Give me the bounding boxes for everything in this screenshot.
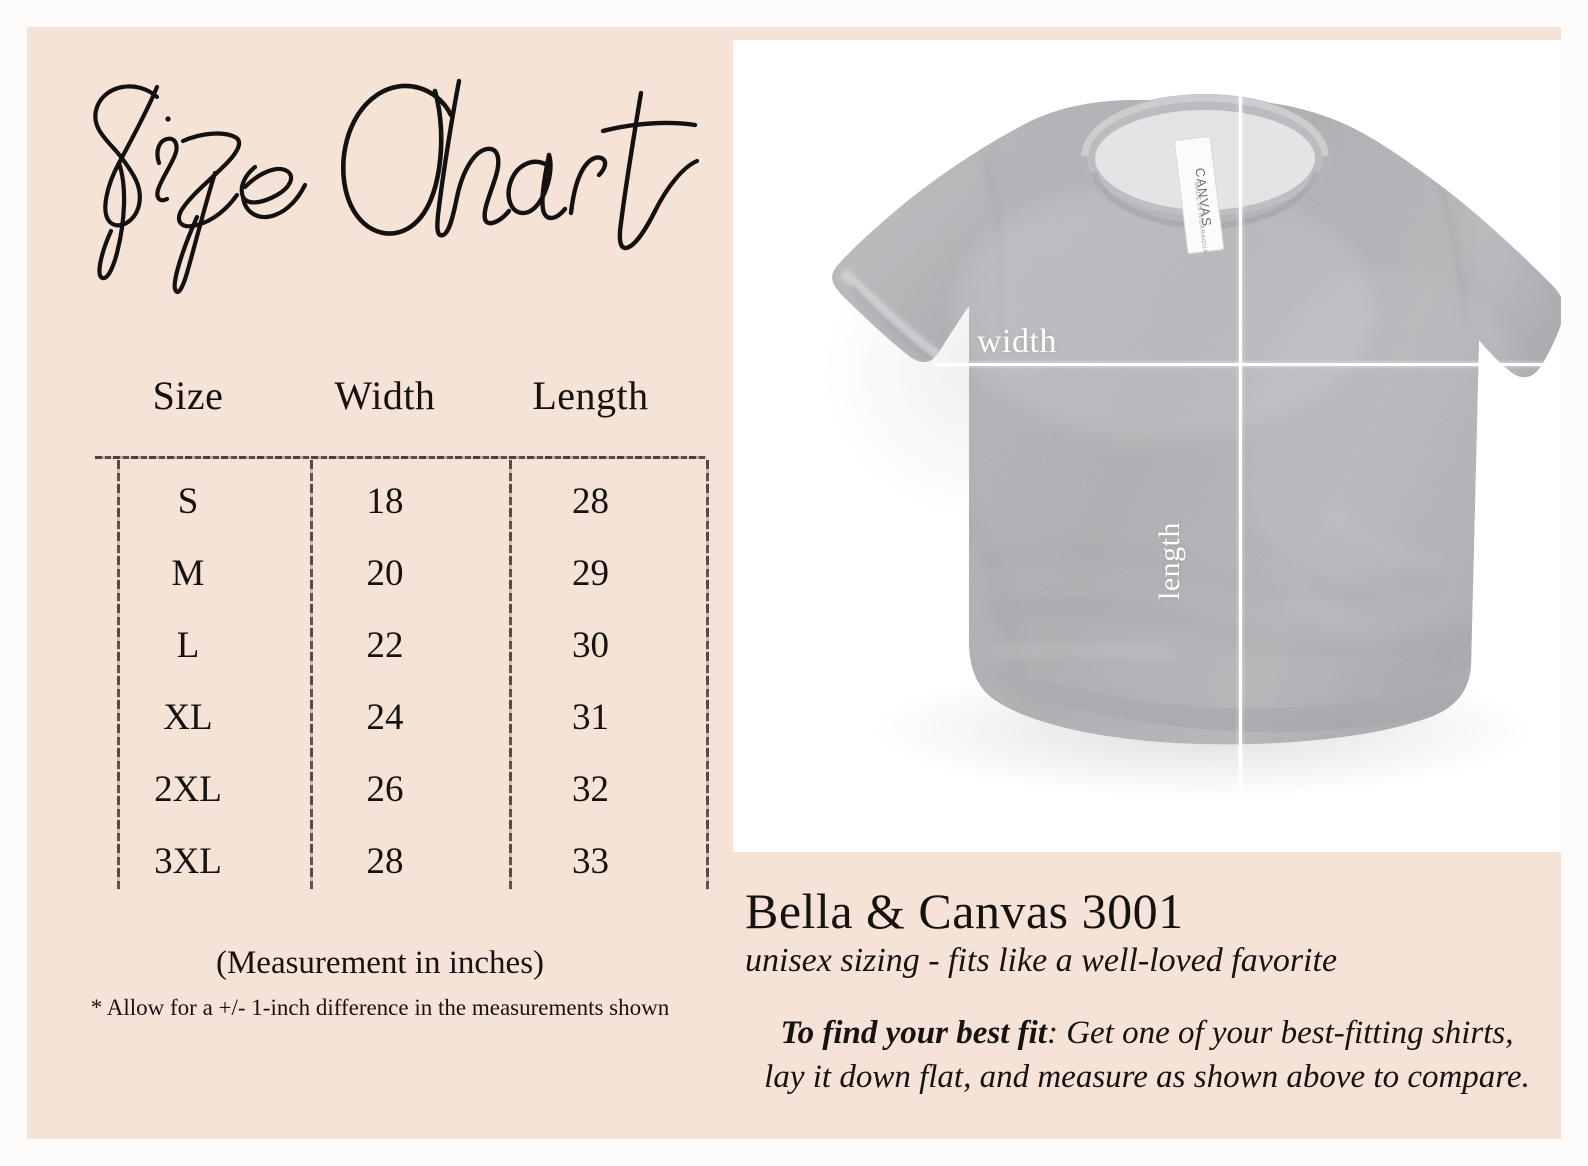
product-tagline: unisex sizing - fits like a well-loved f… bbox=[745, 942, 1338, 979]
cell-length: 31 bbox=[572, 697, 609, 738]
measurement-unit-note: (Measurement in inches) bbox=[215, 945, 545, 981]
cell-length: 30 bbox=[572, 625, 609, 666]
tshirt-illustration: CANVAS MADE IN NICARAGUA bbox=[733, 40, 1561, 852]
cell-width: 24 bbox=[366, 697, 404, 738]
cell-length: 32 bbox=[572, 769, 609, 810]
table-row: 2XL 26 32 bbox=[45, 760, 715, 832]
canvas-neck-tag: CANVAS MADE IN NICARAGUA bbox=[1173, 135, 1225, 254]
cell-width: 18 bbox=[366, 481, 404, 522]
table-row: M 20 29 bbox=[45, 544, 715, 616]
product-name: Bella & Canvas 3001 bbox=[745, 883, 1184, 939]
table-row: XL 24 31 bbox=[45, 688, 715, 760]
cell-size: L bbox=[176, 625, 200, 666]
cell-size: 2XL bbox=[154, 769, 222, 810]
column-header-size: Size bbox=[152, 373, 224, 418]
length-guide-line bbox=[1239, 78, 1242, 793]
page-title: Size Chart bbox=[55, 45, 715, 305]
cell-size: 3XL bbox=[154, 841, 222, 882]
cell-width: 22 bbox=[366, 625, 404, 666]
size-table: Size Width Length S 18 28 M bbox=[45, 372, 715, 922]
table-body: S 18 28 M 20 29 L 22 30 XL bbox=[45, 472, 715, 904]
cell-size: S bbox=[177, 481, 199, 522]
fit-guide-line1: : Get one of your best-fitting shirts, bbox=[1046, 1015, 1514, 1051]
cell-size: M bbox=[171, 553, 205, 594]
width-guide-line bbox=[935, 363, 1561, 366]
table-row: 3XL 28 33 bbox=[45, 832, 715, 904]
cell-width: 28 bbox=[366, 841, 404, 882]
tshirt-photo: CANVAS MADE IN NICARAGUA width length bbox=[733, 40, 1561, 852]
pink-card: Size Chart bbox=[27, 27, 1561, 1139]
size-chart-script-title: Size Chart bbox=[93, 78, 700, 294]
column-header-width: Width bbox=[334, 373, 436, 418]
table-header-row: Size Width Length bbox=[45, 372, 715, 444]
table-vertical-rule-size-width bbox=[310, 460, 313, 890]
fit-guide-lead: To find your best fit bbox=[780, 1015, 1047, 1051]
table-vertical-rule-left bbox=[117, 460, 120, 890]
width-label: width bbox=[977, 323, 1057, 360]
tolerance-note: * Allow for a +/- 1-inch difference in t… bbox=[90, 995, 670, 1020]
table-vertical-rule-right bbox=[706, 460, 709, 890]
cell-length: 29 bbox=[572, 553, 609, 594]
table-header-divider bbox=[95, 456, 707, 459]
table-row: S 18 28 bbox=[45, 472, 715, 544]
cell-length: 33 bbox=[572, 841, 609, 882]
length-label: length bbox=[1153, 522, 1186, 600]
canvas-tag-label: CANVAS bbox=[1192, 167, 1214, 228]
cell-length: 28 bbox=[572, 481, 609, 522]
column-header-length: Length bbox=[532, 373, 649, 418]
garment-photo-panel: CANVAS MADE IN NICARAGUA width length bbox=[733, 40, 1561, 852]
cell-size: XL bbox=[163, 697, 213, 738]
cell-width: 20 bbox=[366, 553, 404, 594]
fit-guide-line2: lay it down flat, and measure as shown a… bbox=[764, 1058, 1530, 1095]
fit-guide: To find your best fit: Get one of your b… bbox=[727, 1012, 1567, 1099]
table-vertical-rule-width-length bbox=[509, 460, 512, 890]
cell-width: 26 bbox=[366, 769, 404, 810]
table-row: L 22 30 bbox=[45, 616, 715, 688]
left-column: Size Chart bbox=[27, 27, 733, 1139]
